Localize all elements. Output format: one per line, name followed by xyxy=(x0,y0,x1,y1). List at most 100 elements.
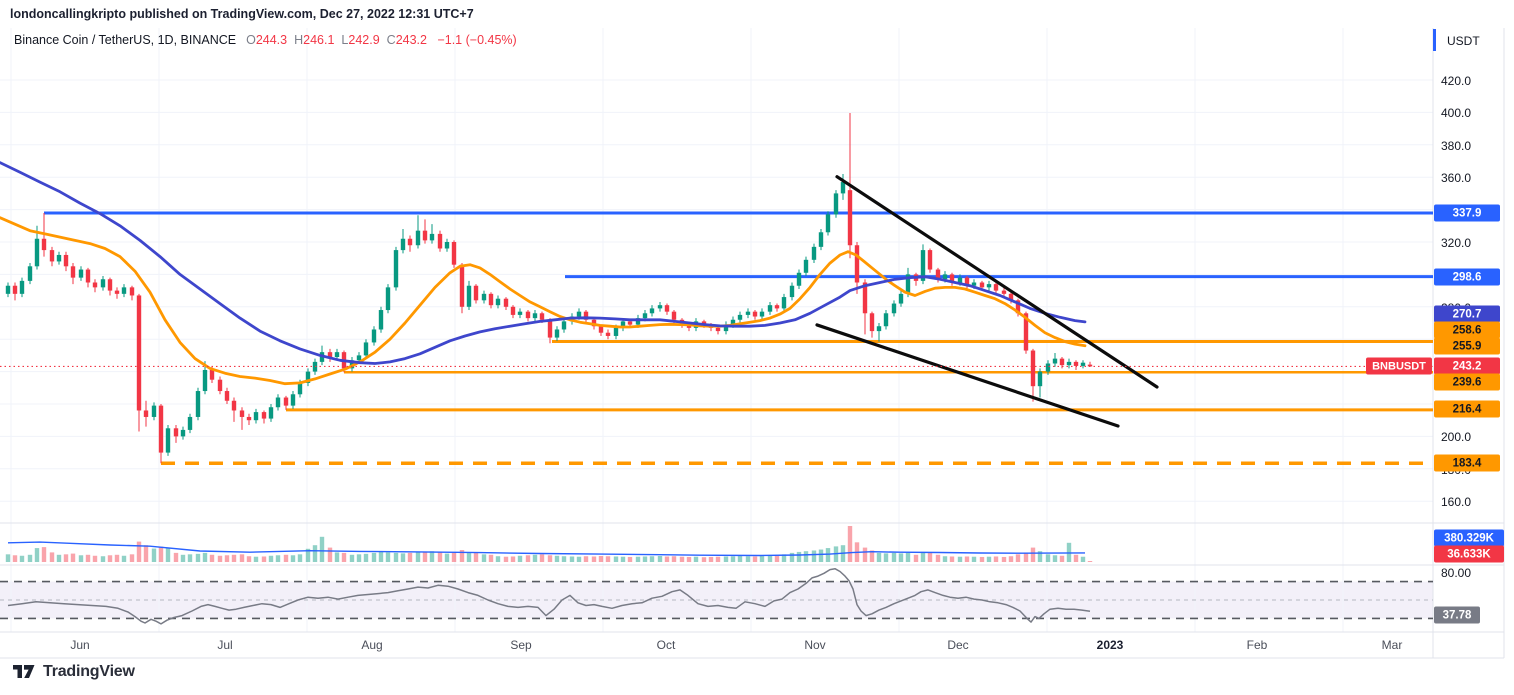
candle-body xyxy=(532,313,538,319)
candle-body xyxy=(180,429,186,437)
volume-bar xyxy=(737,556,743,562)
volume-bar xyxy=(1073,554,1079,562)
price-scale-currency: USDT xyxy=(1447,34,1480,48)
volume-bar xyxy=(217,555,223,562)
volume-bar xyxy=(883,553,889,562)
candle-body xyxy=(34,238,40,267)
candle-body xyxy=(803,259,809,273)
price-tick-label: 400.0 xyxy=(1441,106,1472,120)
volume-bar xyxy=(5,554,11,562)
candle-body xyxy=(862,282,868,314)
volume-bar xyxy=(971,556,977,562)
volume-bar xyxy=(942,556,948,562)
volume-bar xyxy=(481,554,487,562)
price-axis-badge: 216.4 xyxy=(1434,400,1500,418)
price-axis-badge: 243.2 xyxy=(1434,357,1500,375)
candle-body xyxy=(290,394,296,406)
candle-body xyxy=(883,313,889,327)
candle-body xyxy=(510,306,516,315)
volume-bar xyxy=(803,551,809,562)
volume-bar xyxy=(261,556,267,562)
volume-bar xyxy=(224,555,230,562)
candle-body xyxy=(583,311,589,320)
volume-bar xyxy=(495,556,501,562)
rsi-axis-badge: 37.78 xyxy=(1434,606,1480,624)
volume-bar xyxy=(657,556,663,562)
candle-body xyxy=(737,314,743,320)
candle-body xyxy=(63,254,69,267)
candle-body xyxy=(1059,358,1065,366)
volume-bar xyxy=(41,547,47,562)
candle-body xyxy=(385,287,391,311)
candle-body xyxy=(371,329,377,343)
candle-body xyxy=(121,287,127,294)
candle-body xyxy=(825,214,831,233)
volume-bar xyxy=(927,552,933,562)
volume-bar xyxy=(129,554,135,562)
volume-bar xyxy=(1030,547,1036,562)
price-tick-label: 200.0 xyxy=(1441,430,1472,444)
volume-bar xyxy=(825,548,831,562)
volume-bar xyxy=(407,552,413,562)
volume-bar xyxy=(869,550,875,562)
volume-bar xyxy=(781,554,787,562)
price-axis-badge: 298.6 xyxy=(1434,268,1500,286)
candle-body xyxy=(1045,363,1051,372)
candle-body xyxy=(239,410,245,417)
candle-body xyxy=(635,318,641,325)
candle-body xyxy=(78,269,84,278)
candle-body xyxy=(649,308,655,314)
time-axis-label: Oct xyxy=(656,638,676,652)
volume-bar xyxy=(913,554,919,562)
volume-bar xyxy=(349,554,355,562)
candle-body xyxy=(730,319,736,325)
volume-bar xyxy=(503,556,509,562)
time-axis-label: Nov xyxy=(804,638,826,652)
volume-bar xyxy=(642,556,648,562)
trendline xyxy=(835,175,1159,389)
volume-axis-badge: 36.633K xyxy=(1434,545,1504,563)
candle-body xyxy=(854,245,860,283)
volume-bar xyxy=(488,554,494,562)
volume-bar xyxy=(1045,554,1051,562)
candle-body xyxy=(1073,361,1079,366)
price-axis-badge: 337.9 xyxy=(1434,204,1500,222)
volume-bar xyxy=(85,554,91,562)
candle-body xyxy=(202,369,208,392)
candle-body xyxy=(701,321,707,325)
volume-bar xyxy=(935,554,941,562)
volume-bar xyxy=(334,552,340,562)
candle-body xyxy=(561,321,567,330)
volume-bar xyxy=(979,556,985,562)
candle-body xyxy=(231,400,237,411)
candle-body xyxy=(671,311,677,320)
candle-body xyxy=(246,416,252,421)
volume-bar xyxy=(1023,552,1029,562)
volume-bar xyxy=(1080,556,1086,562)
candle-body xyxy=(27,266,33,281)
volume-bar xyxy=(686,556,692,562)
volume-bar xyxy=(312,545,318,562)
candle-body xyxy=(19,280,25,294)
price-tick-label: 420.0 xyxy=(1441,74,1472,88)
volume-bar xyxy=(905,552,911,562)
candle-body xyxy=(949,274,955,283)
volume-bar xyxy=(517,555,523,562)
volume-bar xyxy=(283,554,289,562)
volume-bar xyxy=(949,556,955,562)
volume-bar xyxy=(12,555,18,562)
candle-body xyxy=(136,295,142,411)
rsi-line xyxy=(7,567,1091,625)
volume-axis-badge: 380.329K xyxy=(1434,529,1504,547)
volume-bar xyxy=(202,552,208,562)
volume-bar xyxy=(393,552,399,562)
tradingview-logo[interactable]: TradingView xyxy=(12,662,135,681)
candle-body xyxy=(1030,350,1036,387)
time-axis-label: 2023 xyxy=(1096,638,1124,652)
candle-body xyxy=(1023,313,1029,351)
candle-body xyxy=(547,319,553,338)
volume-bar xyxy=(759,556,765,562)
candle-body xyxy=(224,391,230,401)
volume-bar xyxy=(63,554,69,562)
